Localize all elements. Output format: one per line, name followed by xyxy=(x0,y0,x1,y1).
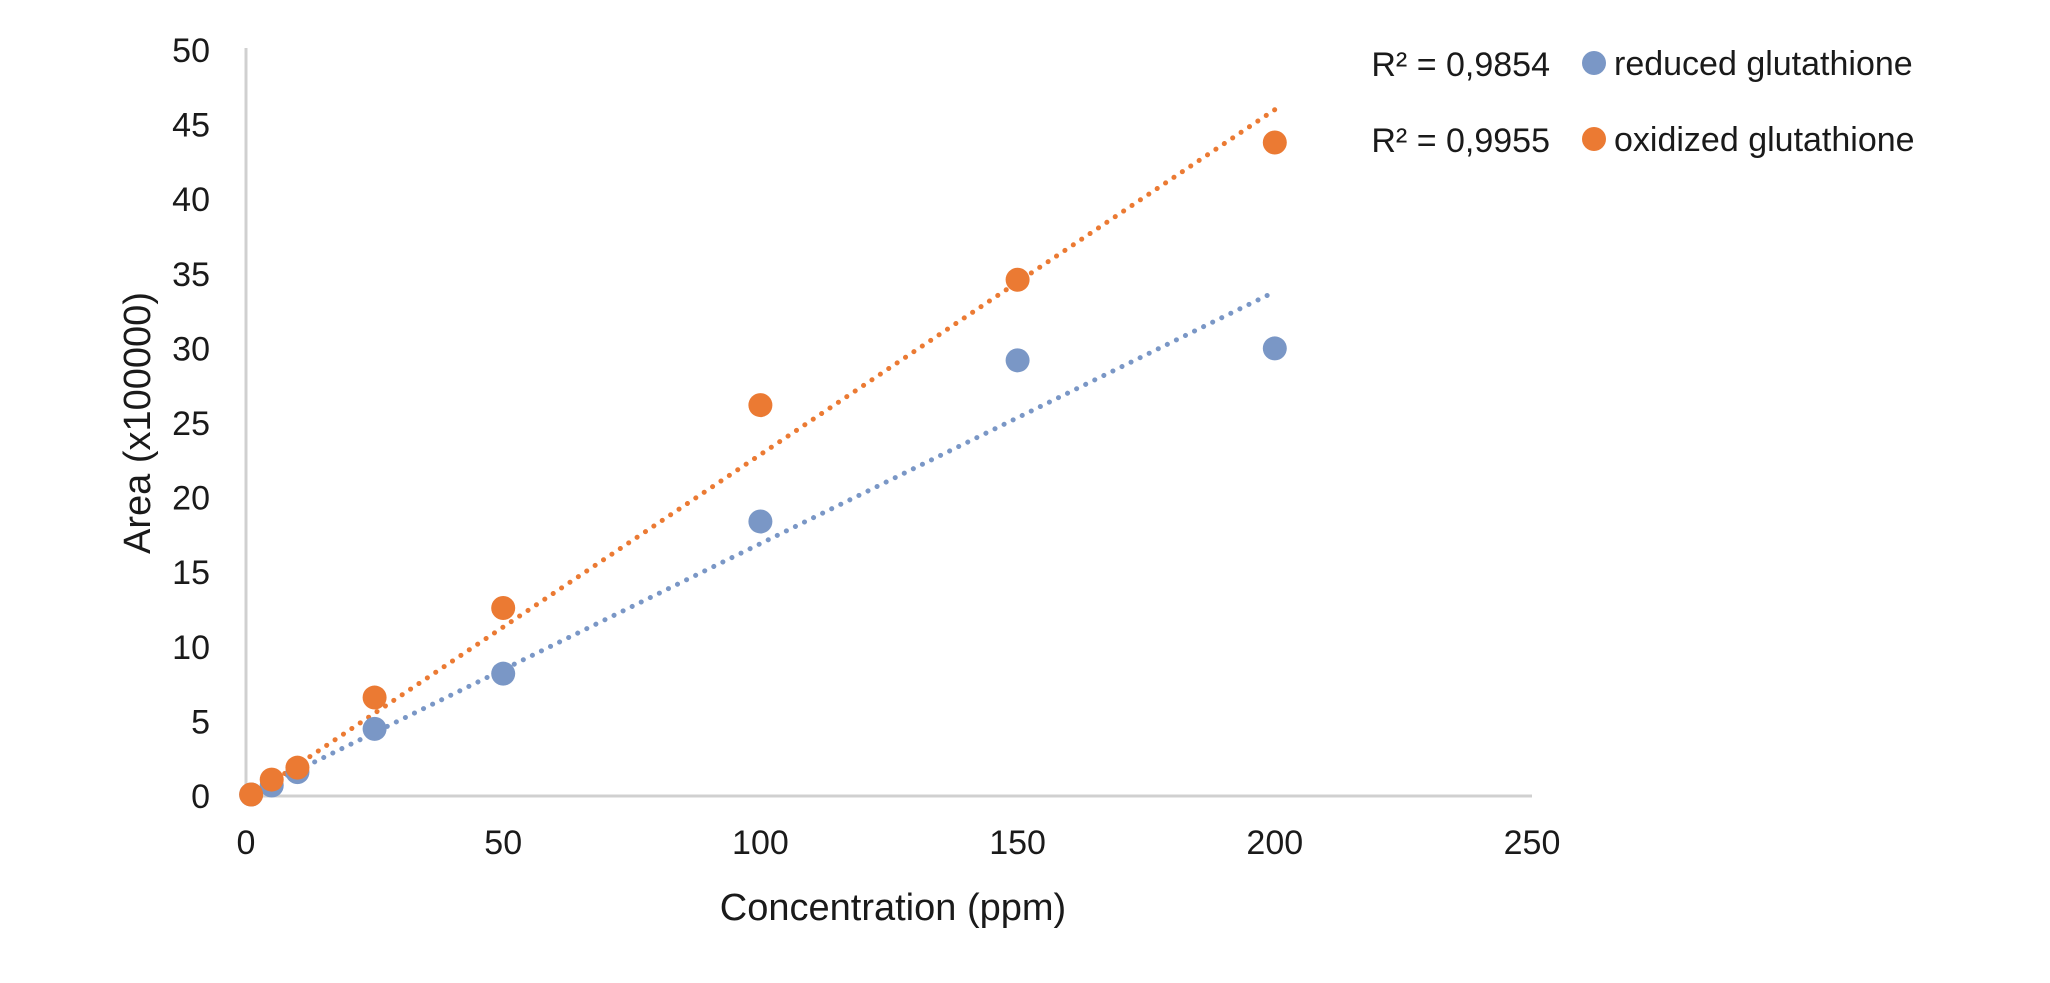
x-axis-title: Concentration (ppm) xyxy=(720,887,1066,929)
y-tick-label: 30 xyxy=(172,330,210,368)
data-point xyxy=(748,393,773,418)
data-point xyxy=(491,661,516,686)
y-tick-label: 0 xyxy=(191,778,210,816)
data-point xyxy=(1005,348,1030,373)
legend: R² = 0,9854 reduced glutathione R² = 0,995… xyxy=(1371,45,1914,160)
trendline-0 xyxy=(248,289,1278,796)
y-tick-label: 20 xyxy=(172,480,210,518)
y-tick-label: 10 xyxy=(172,629,210,667)
data-point xyxy=(259,767,284,792)
data-point xyxy=(362,716,387,741)
legend-marker xyxy=(1582,51,1606,75)
x-tick-label: 150 xyxy=(989,824,1046,862)
data-point xyxy=(748,509,773,534)
data-point xyxy=(285,755,310,780)
y-axis-title: Area (x100000) xyxy=(117,292,159,554)
y-tick-label: 35 xyxy=(172,256,210,294)
trendlines xyxy=(248,107,1278,799)
legend-marker xyxy=(1582,127,1606,151)
y-tick-label: 25 xyxy=(172,405,210,443)
x-tick-label: 100 xyxy=(732,824,789,862)
data-point xyxy=(1005,267,1030,292)
r-squared-label: R² = 0,9955 xyxy=(1371,122,1550,160)
data-point xyxy=(1262,336,1287,361)
data-point xyxy=(239,782,264,807)
y-tick-label: 15 xyxy=(172,554,210,592)
x-tick-label: 0 xyxy=(237,824,256,862)
data-point xyxy=(362,685,387,710)
axes: 0 5 10 15 20 25 30 35 40 45 50 0 50 100 150 200 250 xyxy=(172,32,1560,862)
data-point xyxy=(491,596,516,621)
x-tick-label: 200 xyxy=(1246,824,1303,862)
trendline-1 xyxy=(248,107,1278,799)
y-tick-label: 50 xyxy=(172,32,210,70)
legend-label: reduced glutathione xyxy=(1614,45,1913,83)
x-tick-label: 250 xyxy=(1504,824,1561,862)
legend-label: oxidized glutathione xyxy=(1614,121,1915,159)
y-tick-label: 5 xyxy=(191,703,210,741)
x-tick-label: 50 xyxy=(484,824,522,862)
points xyxy=(239,130,1287,807)
data-point xyxy=(1262,130,1287,155)
r-squared-label: R² = 0,9854 xyxy=(1371,46,1550,84)
y-tick-label: 45 xyxy=(172,107,210,145)
y-tick-label: 40 xyxy=(172,181,210,219)
